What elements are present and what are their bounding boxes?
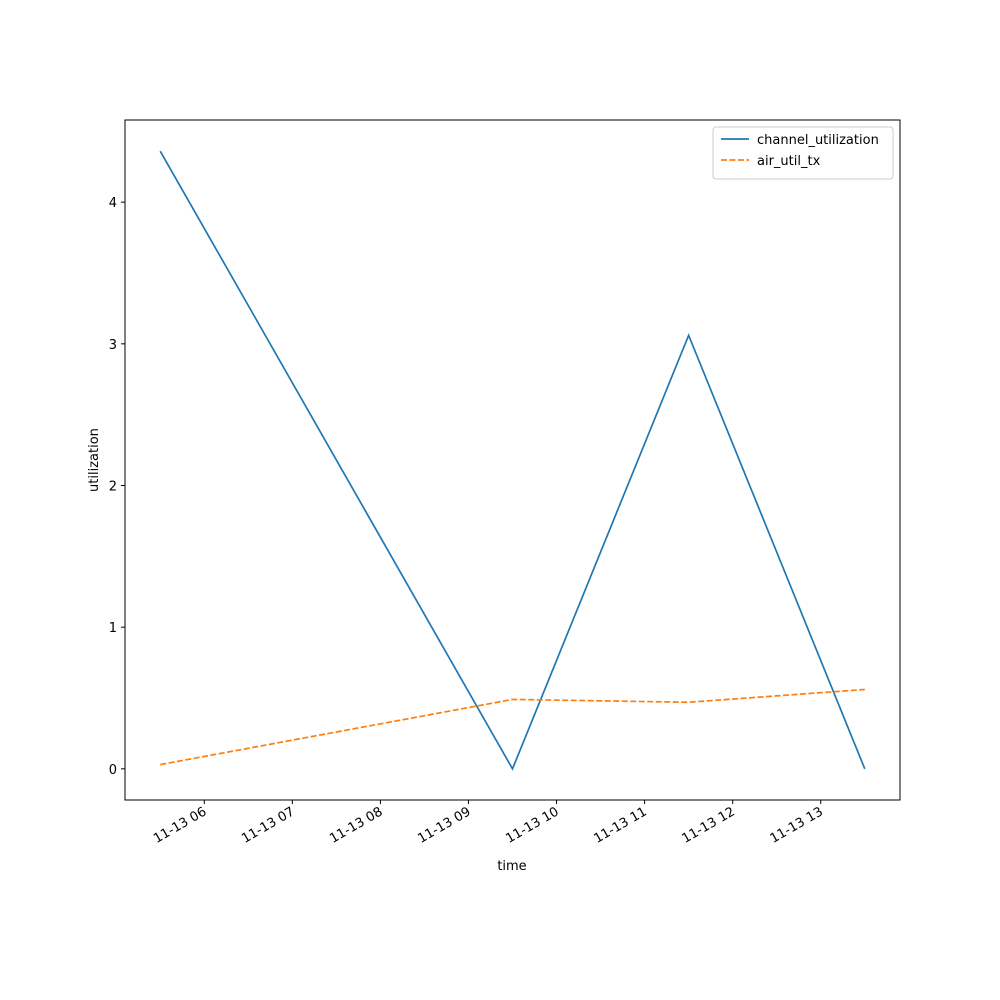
legend-box (712, 126, 894, 180)
x-tick-label: 11-13 09 (415, 804, 473, 846)
x-tick-label: 11-13 08 (327, 804, 385, 846)
x-tick-label: 11-13 11 (591, 804, 649, 846)
axes-frame (124, 119, 901, 801)
y-axis-label: utilization (87, 428, 102, 492)
plot-area (125, 120, 900, 800)
y-tick-label: 0 (109, 763, 117, 778)
legend-label: channel_utilization (757, 133, 879, 148)
x-tick-label: 11-13 13 (768, 804, 826, 846)
series-line (159, 150, 866, 771)
x-tick-label: 11-13 10 (503, 804, 561, 846)
x-axis-label: time (497, 859, 526, 874)
legend-label: air_util_tx (757, 154, 821, 169)
series-line (160, 688, 865, 766)
y-tick-label: 2 (109, 480, 117, 495)
y-tick-label: 3 (109, 338, 117, 353)
x-tick-label: 11-13 12 (680, 804, 738, 846)
x-tick-label: 11-13 07 (239, 804, 297, 846)
x-tick-label: 11-13 06 (151, 804, 209, 846)
y-tick-label: 4 (109, 196, 117, 211)
y-tick-label: 1 (109, 621, 117, 636)
